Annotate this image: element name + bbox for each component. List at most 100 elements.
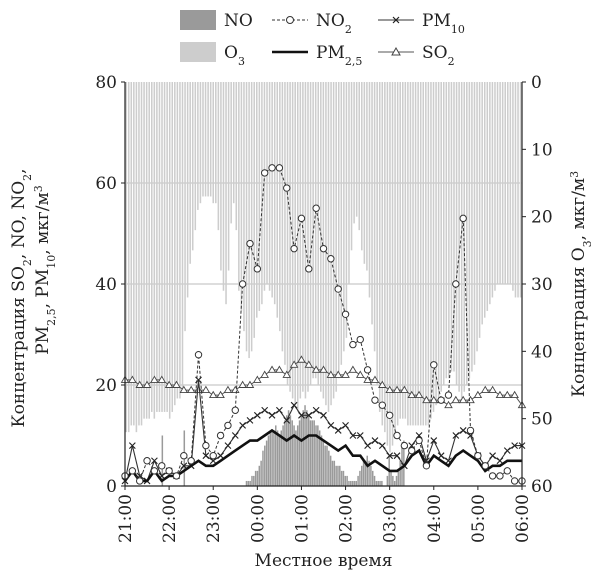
so2-marker	[186, 385, 196, 393]
o3-bar	[163, 82, 166, 412]
pm10-marker	[452, 432, 460, 439]
o3-bar	[271, 82, 273, 298]
o3-bar	[494, 82, 496, 291]
o3-bar	[412, 82, 414, 426]
so2-marker	[253, 375, 262, 383]
o3-bar	[248, 82, 250, 359]
no-bar	[395, 475, 398, 486]
no-bar	[275, 425, 277, 486]
left-tick-label: 40	[95, 275, 117, 295]
pm10-marker	[511, 442, 519, 449]
no-bar	[256, 470, 259, 486]
no-bar	[317, 425, 319, 486]
right-tick-label: 20	[531, 208, 553, 228]
o3-bar	[419, 82, 422, 426]
o3-bar	[371, 82, 373, 325]
no2-marker	[202, 441, 210, 450]
o3-bar	[279, 82, 281, 332]
so2-marker	[128, 375, 137, 383]
no-bar	[375, 480, 378, 486]
legend-label: PM10	[422, 11, 465, 36]
o3-bar	[337, 82, 340, 379]
pm10-marker	[378, 442, 386, 449]
so2-marker	[238, 380, 247, 388]
o3-bar	[286, 82, 289, 385]
right-tick-label: 40	[531, 342, 553, 362]
no-bar	[331, 460, 334, 486]
no-bar	[377, 480, 379, 486]
o3-bar	[325, 82, 327, 406]
no-bar	[295, 430, 297, 486]
no-bar	[298, 420, 301, 486]
o3-bar	[148, 82, 150, 419]
pm10-marker	[503, 447, 511, 455]
o3-bar	[284, 82, 286, 365]
o3-bar	[156, 82, 158, 412]
no2-marker	[290, 244, 298, 253]
o3-bar	[176, 82, 179, 399]
no2-marker	[327, 255, 335, 263]
pm10-marker	[217, 452, 224, 460]
o3-bar	[335, 82, 337, 392]
pm10-marker	[290, 401, 298, 409]
so2-marker	[326, 370, 336, 378]
no-bar	[285, 415, 288, 486]
so2-marker	[407, 390, 417, 399]
legend-swatch-so2-marker	[391, 46, 401, 56]
no-bar	[289, 415, 292, 486]
o3-bar	[174, 82, 176, 406]
left-tick-label: 60	[95, 174, 117, 194]
no-bar	[293, 425, 295, 486]
so2-marker	[341, 370, 350, 378]
o3-bar	[266, 82, 268, 284]
o3-bar	[189, 82, 191, 264]
pm10-marker	[334, 427, 342, 434]
pm10-marker	[489, 452, 496, 460]
axis-labels: 0 20 40 60 80 0 10 20 30 40 50 60 21:00 22:00 23:00 00:…	[9, 73, 594, 571]
o3-bar	[463, 82, 466, 392]
o3-bar	[250, 82, 253, 352]
o3-bar	[460, 82, 463, 399]
pm25-line	[123, 428, 522, 483]
axes	[121, 81, 526, 490]
no2-marker	[136, 477, 144, 485]
no-bar	[362, 460, 365, 486]
no2-marker	[400, 441, 409, 450]
no-bar	[370, 465, 372, 486]
o3-bar	[296, 82, 299, 412]
o3-bar	[489, 82, 491, 305]
pm10-marker	[231, 432, 239, 439]
pm10-marker	[496, 457, 504, 465]
pm10-marker	[437, 452, 445, 460]
o3-bar	[399, 82, 401, 419]
o3-bar	[363, 82, 366, 264]
no-bar	[361, 465, 363, 486]
no-bar	[300, 415, 303, 486]
o3-bar	[268, 82, 271, 291]
o3-bar	[199, 82, 202, 204]
no2-marker	[488, 472, 497, 480]
so2-marker	[495, 390, 505, 399]
o3-bar	[440, 82, 442, 392]
no2-marker	[165, 467, 173, 475]
no-bar	[403, 440, 405, 486]
o3-bar	[299, 82, 302, 399]
o3-bar	[448, 82, 450, 379]
no2-marker	[378, 401, 387, 409]
pm10-marker	[393, 452, 401, 460]
o3-bar	[468, 82, 471, 379]
no-bar	[322, 440, 325, 486]
no2-marker	[231, 406, 239, 414]
pm10-marker	[239, 422, 247, 429]
o3-bar	[361, 82, 363, 251]
o3-bar	[150, 82, 153, 412]
no2-marker	[260, 169, 269, 177]
o3-bar	[509, 82, 512, 284]
no-bar	[245, 480, 248, 486]
x-tick-label: 00:00	[248, 494, 268, 543]
so2-marker	[142, 380, 152, 388]
pm10-marker	[261, 406, 269, 414]
no2-marker	[363, 366, 372, 374]
so2-marker	[150, 375, 159, 383]
